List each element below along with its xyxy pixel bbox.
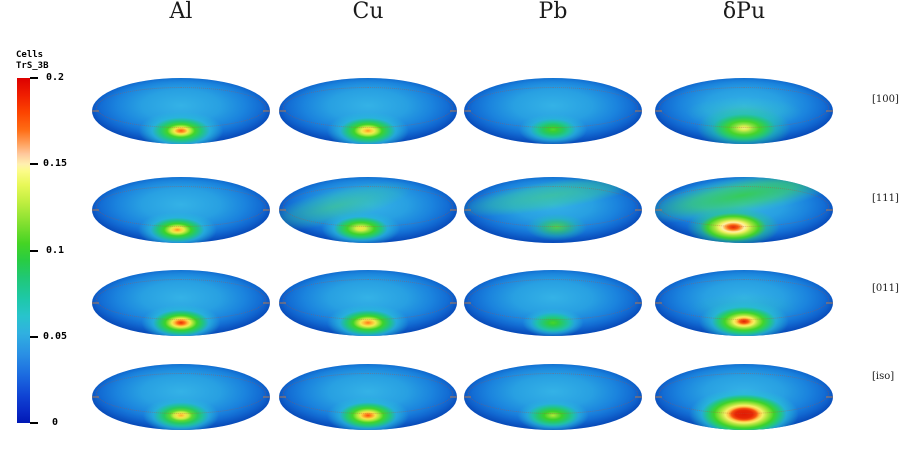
heat-layer bbox=[279, 270, 457, 336]
edge-tick-left bbox=[92, 110, 99, 112]
column-header-dpu: δPu bbox=[722, 0, 766, 24]
heatmap-pb-100 bbox=[464, 78, 642, 144]
edge-tick-right bbox=[450, 302, 457, 304]
edge-tick-left bbox=[279, 396, 286, 398]
edge-tick-right bbox=[263, 302, 270, 304]
heatmap-cu-011 bbox=[279, 270, 457, 336]
edge-tick-left bbox=[655, 209, 662, 211]
column-header-al: Al bbox=[169, 0, 193, 24]
edge-tick-left bbox=[464, 396, 471, 398]
column-header-pb: Pb bbox=[538, 0, 568, 24]
edge-tick-right bbox=[263, 209, 270, 211]
row-label-100: [100] bbox=[872, 94, 899, 105]
heat-layer bbox=[464, 177, 642, 243]
edge-tick-right bbox=[635, 110, 642, 112]
row-label-011: [011] bbox=[872, 283, 899, 294]
heatmap-al-100 bbox=[92, 78, 270, 144]
edge-tick-left bbox=[92, 396, 99, 398]
colorbar-tick-label-0: 0 bbox=[51, 417, 59, 428]
heatmap-pb-iso bbox=[464, 364, 642, 430]
heatmap-dpu-100 bbox=[655, 78, 833, 144]
edge-tick-right bbox=[450, 209, 457, 211]
edge-tick-left bbox=[655, 302, 662, 304]
heatmap-cu-100 bbox=[279, 78, 457, 144]
edge-tick-left bbox=[92, 209, 99, 211]
heatmap-pb-111 bbox=[464, 177, 642, 243]
heat-layer bbox=[655, 270, 833, 336]
edge-tick-left bbox=[279, 302, 286, 304]
heat-layer bbox=[464, 78, 642, 144]
heat-layer bbox=[279, 78, 457, 144]
edge-tick-right bbox=[263, 396, 270, 398]
edge-tick-right bbox=[826, 396, 833, 398]
edge-tick-right bbox=[826, 110, 833, 112]
heat-layer bbox=[655, 78, 833, 144]
heat-layer bbox=[655, 364, 833, 430]
heatmap-al-iso bbox=[92, 364, 270, 430]
edge-tick-left bbox=[655, 110, 662, 112]
colorbar-tick-0.15 bbox=[30, 163, 38, 166]
colorbar-tick-0.1 bbox=[30, 249, 38, 252]
edge-tick-right bbox=[263, 110, 270, 112]
edge-tick-left bbox=[464, 302, 471, 304]
edge-tick-left bbox=[464, 110, 471, 112]
colorbar-title-line2: TrS_3B bbox=[16, 61, 49, 71]
colorbar-title-line1: Cells bbox=[16, 50, 44, 60]
heat-layer bbox=[464, 270, 642, 336]
heatmap-al-011 bbox=[92, 270, 270, 336]
edge-tick-right bbox=[450, 110, 457, 112]
heat-layer bbox=[92, 364, 270, 430]
heatmap-dpu-111 bbox=[655, 177, 833, 243]
heat-layer bbox=[279, 177, 457, 243]
edge-tick-left bbox=[279, 110, 286, 112]
heatmap-al-111 bbox=[92, 177, 270, 243]
heat-layer bbox=[464, 364, 642, 430]
edge-tick-right bbox=[826, 209, 833, 211]
colorbar-tick-0.05 bbox=[30, 335, 38, 338]
colorbar-tick-label-0.05: 0.05 bbox=[42, 330, 68, 342]
heatmap-dpu-iso bbox=[655, 364, 833, 430]
heat-layer bbox=[92, 177, 270, 243]
edge-tick-right bbox=[450, 396, 457, 398]
colorbar-tick-0.2 bbox=[30, 77, 38, 79]
edge-tick-right bbox=[635, 209, 642, 211]
colorbar-tick-0 bbox=[30, 422, 38, 424]
edge-tick-left bbox=[92, 302, 99, 304]
heat-layer bbox=[655, 177, 833, 243]
heatmap-cu-iso bbox=[279, 364, 457, 430]
row-label-iso: [iso] bbox=[872, 371, 895, 382]
heat-layer bbox=[92, 78, 270, 144]
heatmap-dpu-011 bbox=[655, 270, 833, 336]
colorbar-gradient bbox=[17, 78, 30, 423]
edge-tick-left bbox=[655, 396, 662, 398]
colorbar-tick-label-0.2: 0.2 bbox=[45, 72, 65, 83]
edge-tick-left bbox=[464, 209, 471, 211]
colorbar-tick-label-0.1: 0.1 bbox=[45, 244, 65, 256]
heat-layer bbox=[279, 364, 457, 430]
colorbar-tick-label-0.15: 0.15 bbox=[42, 158, 68, 170]
heat-layer bbox=[92, 270, 270, 336]
edge-tick-right bbox=[826, 302, 833, 304]
heatmap-pb-011 bbox=[464, 270, 642, 336]
edge-tick-left bbox=[279, 209, 286, 211]
column-header-cu: Cu bbox=[352, 0, 384, 24]
row-label-111: [111] bbox=[872, 193, 899, 204]
edge-tick-right bbox=[635, 396, 642, 398]
edge-tick-right bbox=[635, 302, 642, 304]
heatmap-cu-111 bbox=[279, 177, 457, 243]
